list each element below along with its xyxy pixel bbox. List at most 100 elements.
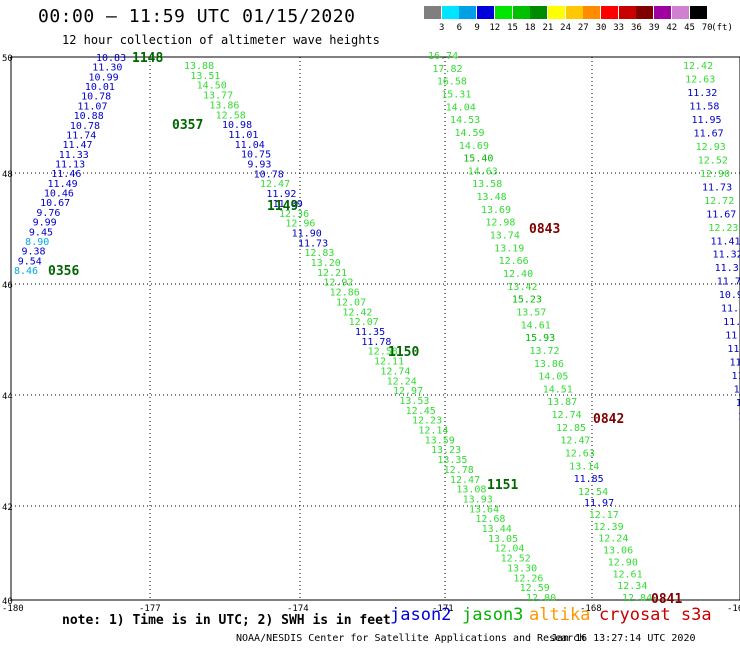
colorbar-swatch	[654, 6, 672, 19]
colorbar-label: 6	[456, 23, 463, 33]
colorbar-label: 18	[524, 23, 536, 33]
wave-height-value: 12.59	[520, 583, 550, 594]
longitude-tick-label: -16	[727, 604, 740, 614]
wave-height-value: 12.61	[613, 569, 643, 580]
wave-height-value: 11.78	[361, 337, 391, 348]
wave-height-value: 12.84	[622, 593, 652, 604]
wave-height-value: 13.72	[529, 346, 559, 357]
wave-height-value: 11.73	[717, 277, 740, 288]
longitude-tick-label: -174	[287, 604, 309, 614]
wave-height-value: 9.99	[33, 218, 57, 229]
wave-height-value: 13.86	[534, 359, 564, 370]
colorbar-label: 45	[684, 23, 695, 33]
wave-height-value: 13.64	[469, 504, 499, 515]
wave-height-value: 12.93	[696, 142, 726, 153]
wave-height-value: 12.74	[380, 366, 410, 377]
wave-height-value: 9.45	[29, 227, 53, 238]
satellite-label-jason3: jason3	[462, 605, 524, 625]
wave-height-value: 12.17	[589, 510, 619, 521]
wave-height-value: 11.95	[691, 115, 721, 126]
footer-note: note: 1) Time is in UTC; 2) SWH is in fe…	[62, 613, 391, 628]
wave-height-value: 11.67	[694, 128, 724, 139]
wave-height-value: 10.99	[89, 72, 119, 83]
wave-height-value: 12.42	[683, 61, 713, 72]
wave-height-value: 14.63	[468, 166, 498, 177]
wave-height-value: 11.30	[92, 63, 122, 74]
wave-height-value: 17.82	[432, 64, 462, 75]
wave-height-value: 12.14	[418, 426, 448, 437]
wave-height-value: 12.11	[374, 357, 404, 368]
wave-height-value: 10.78	[81, 92, 111, 103]
wave-height-value: 10	[738, 412, 740, 423]
wave-height-value: 14.59	[454, 128, 484, 139]
wave-height-value: 11.32	[687, 88, 717, 99]
wave-height-value: 11.89	[273, 199, 303, 210]
wave-height-value: 13.57	[516, 307, 546, 318]
wave-height-value: 13.58	[472, 179, 502, 190]
wave-height-value: 12.86	[330, 288, 360, 299]
wave-height-value: 14.51	[543, 384, 573, 395]
colorbar-label: 30	[595, 23, 607, 33]
wave-height-value: 10.88	[74, 111, 104, 122]
wave-height-value: 13.20	[311, 258, 341, 269]
wave-height-value: 8.46	[14, 266, 38, 277]
wave-height-value: 12.58	[368, 347, 398, 358]
map-title: 00:00 – 11:59 UTC 01/15/2020	[38, 6, 356, 27]
colorbar-swatch	[459, 6, 477, 19]
wave-height-value: 12.97	[393, 386, 423, 397]
colorbar-label: 39	[648, 23, 660, 33]
wave-height-value: 11.35	[355, 327, 385, 338]
wave-height-value: 10.78	[70, 121, 100, 132]
wave-height-value: 12.63	[565, 449, 595, 460]
wave-height-value: 13.19	[494, 243, 524, 254]
wave-height-value: 10.92	[719, 290, 740, 301]
wave-height-value: 12.40	[503, 269, 533, 280]
colorbar-unit: (ft)	[711, 23, 733, 33]
wave-height-value: 11.3	[727, 344, 740, 355]
wave-height-value: 12.85	[556, 423, 586, 434]
pass-time-label: 1148	[132, 51, 163, 66]
colorbar-label: 15	[507, 23, 518, 33]
wave-height-value: 11.13	[55, 160, 85, 171]
wave-height-value: 10.98	[222, 120, 252, 131]
wave-height-value: 11.46	[51, 169, 81, 180]
colorbar-label: 12	[489, 23, 501, 33]
wave-height-value: 12.42	[342, 307, 372, 318]
wave-height-value: 9.38	[21, 247, 45, 258]
wave-height-value: 13.35	[437, 455, 467, 466]
satellite-label-cryosat-s3a: cryosat s3a	[599, 605, 712, 625]
wave-height-value: 12.90	[700, 169, 730, 180]
colorbar-swatch	[636, 6, 654, 19]
wave-height-value: 12.39	[594, 522, 624, 533]
wave-height-value: 12.68	[475, 514, 505, 525]
wave-height-value: 11.7	[732, 371, 740, 382]
latitude-tick-label: 42	[2, 503, 13, 513]
wave-height-value: 12.80	[526, 593, 556, 604]
wave-height-value: 12.23	[412, 416, 442, 427]
colorbar-swatch	[512, 6, 530, 19]
wave-height-value: 12.47	[560, 436, 590, 447]
wave-height-value: 11.31	[715, 263, 740, 274]
colorbar-label: 21	[542, 23, 554, 33]
wave-height-value: 13.08	[456, 485, 486, 496]
wave-height-value: 11.07	[77, 101, 107, 112]
wave-height-value: 12.07	[349, 317, 379, 328]
wave-height-value: 12.58	[216, 110, 246, 121]
wave-height-value: 11.90	[292, 228, 322, 239]
latitude-tick-label: 40	[2, 597, 13, 607]
pass-time-label: 1151	[487, 478, 518, 493]
wave-height-value: 14.05	[538, 372, 568, 383]
wave-height-value: 14.50	[197, 81, 227, 92]
wave-height-value: 14.04	[446, 102, 476, 113]
wave-height-value: 12.04	[494, 544, 524, 555]
wave-height-value: 12.66	[499, 256, 529, 267]
wave-height-value: 12.47	[450, 475, 480, 486]
wave-height-value: 15.23	[512, 295, 542, 306]
colorbar-label: 36	[630, 23, 642, 33]
colorbar-swatch	[618, 6, 636, 19]
wave-height-value: 12.74	[552, 410, 582, 421]
longitude-tick-label: -177	[139, 604, 161, 614]
pass-time-label: 1150	[388, 345, 419, 360]
wave-height-value: 16.58	[437, 77, 467, 88]
longitude-tick-label: -180	[2, 604, 24, 614]
